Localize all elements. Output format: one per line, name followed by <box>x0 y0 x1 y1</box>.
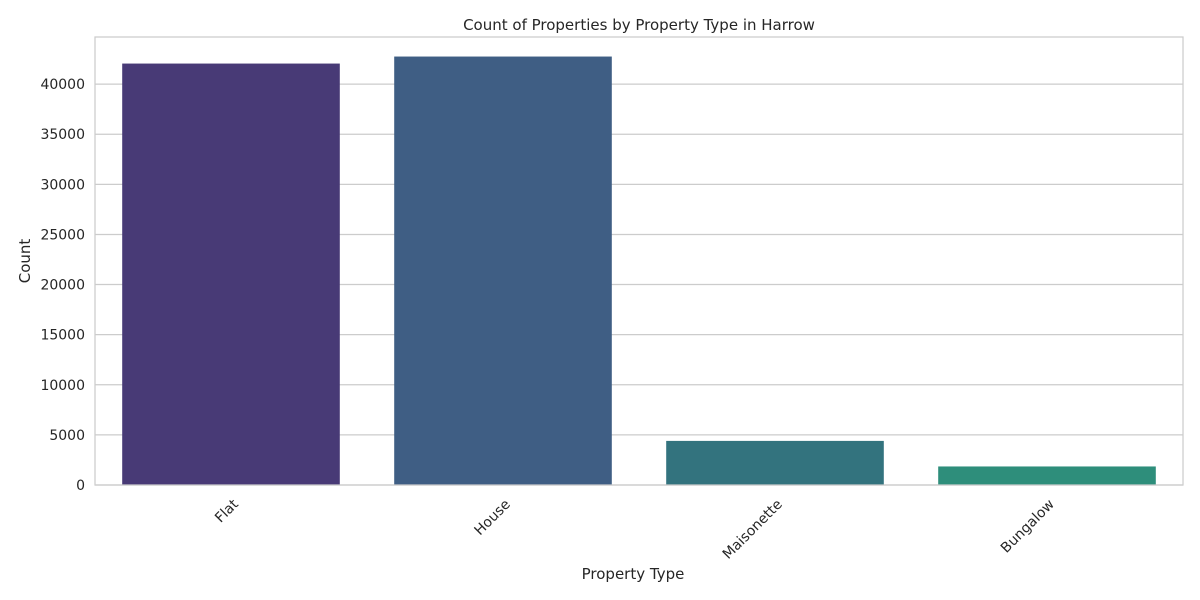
bar-bungalow <box>938 466 1156 485</box>
x-tick-labels: Flat House Maisonette Bungalow <box>212 496 1058 562</box>
x-axis-title: Property Type <box>582 565 685 583</box>
bars <box>122 56 1156 485</box>
bar-flat <box>122 63 340 485</box>
y-tick-label: 5000 <box>49 428 85 444</box>
y-tick-label: 30000 <box>40 177 85 193</box>
x-tick-label-flat: Flat <box>212 496 242 526</box>
plot-frame <box>94 36 1184 486</box>
bar-maisonette <box>666 440 884 485</box>
y-tick-label: 40000 <box>40 77 85 93</box>
chart-title: Count of Properties by Property Type in … <box>463 16 815 34</box>
y-tick-label: 10000 <box>40 378 85 394</box>
y-tick-labels: 0 5000 10000 15000 20000 25000 30000 35000 40000 <box>40 77 85 494</box>
y-tick-label: 15000 <box>40 328 85 344</box>
x-tick-label-bungalow: Bungalow <box>998 497 1058 557</box>
y-tick-label: 35000 <box>40 127 85 143</box>
y-tick-label: 20000 <box>40 278 85 294</box>
x-tick-label-house: House <box>471 497 513 539</box>
bar-house <box>394 56 612 485</box>
x-tick-label-maisonette: Maisonette <box>720 497 786 563</box>
y-tick-label: 0 <box>76 478 85 494</box>
y-axis-title: Count <box>16 239 34 284</box>
y-tick-label: 25000 <box>40 227 85 243</box>
